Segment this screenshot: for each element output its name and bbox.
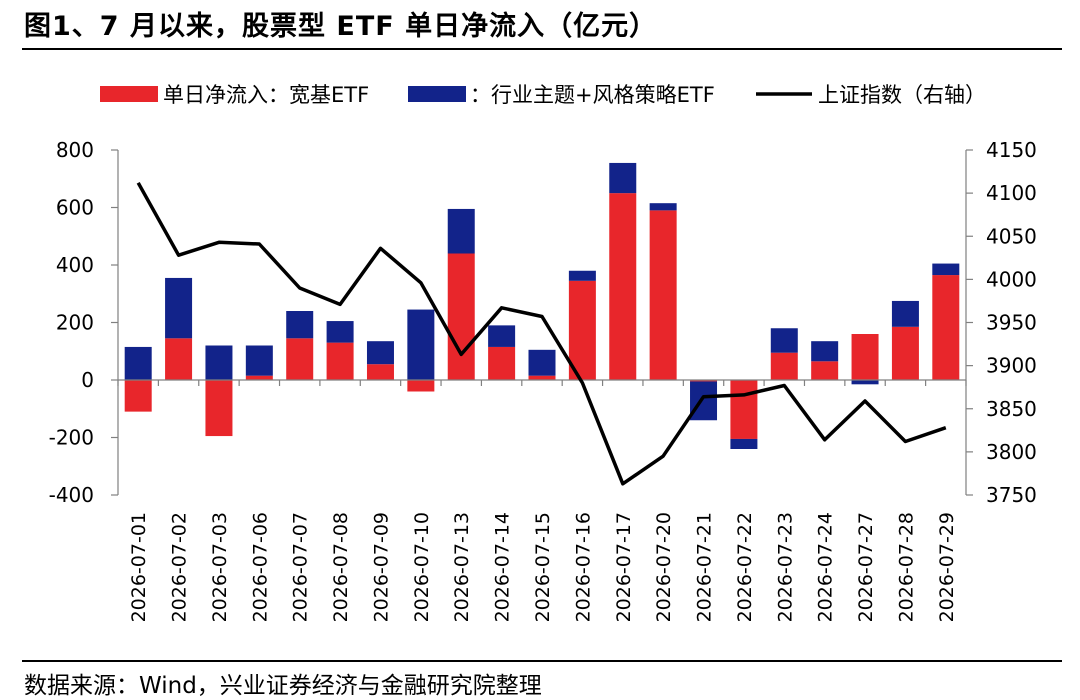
source-rule — [22, 660, 1062, 662]
bar-broad-etf — [932, 275, 960, 380]
bar-broad-etf — [649, 210, 677, 380]
bar-broad-etf — [447, 253, 475, 380]
bar-sector-style-etf — [286, 311, 314, 339]
bar-sector-style-etf — [366, 341, 394, 365]
x-tick-label: 2026-07-03 — [209, 512, 231, 622]
title-rule — [22, 48, 1062, 50]
bar-broad-etf — [488, 346, 516, 380]
bar-sector-style-etf — [528, 349, 556, 376]
bar-sector-style-etf — [811, 341, 839, 362]
left-tick-label: -200 — [49, 426, 94, 450]
index-line — [136, 181, 947, 486]
bar-sector-style-etf — [649, 203, 677, 211]
bar-broad-etf — [609, 193, 637, 380]
x-tick-label: 2026-07-28 — [895, 512, 917, 622]
bar-sector-style-etf — [690, 381, 718, 421]
legend-swatch-broad — [100, 86, 158, 102]
etf-flow-chart: 单日净流入：宽基ETF ：行业主题+风格策略ETF 上证指数（右轴） -400 -20… — [49, 83, 1037, 622]
x-tick-label: 2026-07-08 — [330, 512, 352, 622]
x-tick-label: 2026-07-21 — [694, 512, 716, 622]
bar-broad-etf — [286, 338, 314, 380]
right-tick-label: 4150 — [986, 138, 1037, 162]
x-tick-label: 2026-07-10 — [411, 512, 433, 622]
bar-broad-etf — [568, 280, 596, 380]
left-tick-label: 0 — [81, 368, 94, 392]
zero-axis — [117, 379, 967, 386]
bar-broad-etf — [245, 375, 273, 380]
right-tick-label: 3950 — [986, 311, 1037, 335]
bar-sector-style-etf — [407, 309, 435, 380]
bar-sector-style-etf — [124, 346, 152, 380]
bar-sector-style-etf — [205, 345, 233, 380]
figure-title: 图1、7 月以来，股票型 ETF 单日净流入（亿元） — [24, 11, 658, 42]
x-tick-label: 2026-07-02 — [169, 512, 191, 622]
x-tick-label: 2026-07-23 — [774, 512, 796, 622]
left-tick-label: 600 — [56, 196, 94, 220]
figure-source: 数据来源：Wind，兴业证券经济与金融研究院整理 — [24, 673, 542, 699]
bar-broad-etf — [690, 380, 718, 382]
bar-sector-style-etf — [447, 208, 475, 254]
bar-broad-etf — [851, 334, 879, 380]
bar-sector-style-etf — [770, 328, 798, 353]
bar-sector-style-etf — [326, 321, 354, 343]
x-tick-label: 2026-07-01 — [128, 512, 150, 622]
bar-broad-etf — [366, 364, 394, 380]
x-tick-label: 2026-07-29 — [936, 512, 958, 622]
x-axis-labels: 2026-07-01 2026-07-02 2026-07-03 2026-07-06… — [128, 512, 958, 622]
bar-sector-style-etf — [488, 325, 516, 347]
x-tick-label: 2026-07-15 — [532, 512, 554, 622]
x-tick-label: 2026-07-24 — [815, 512, 837, 622]
right-tick-label: 4100 — [986, 181, 1037, 205]
x-tick-label: 2026-07-22 — [734, 512, 756, 622]
x-tick-label: 2026-07-13 — [451, 512, 473, 622]
right-tick-label: 4050 — [986, 224, 1037, 248]
bar-broad-etf — [205, 380, 233, 437]
right-tick-label: 3800 — [986, 440, 1037, 464]
x-tick-label: 2026-07-09 — [370, 512, 392, 622]
legend-label-broad: 单日净流入：宽基ETF — [163, 83, 369, 107]
bar-sector-style-etf — [609, 162, 637, 194]
bar-sector-style-etf — [851, 380, 879, 385]
left-tick-label: 800 — [56, 138, 94, 162]
bar-broad-etf — [891, 326, 919, 380]
bar-sector-style-etf — [568, 270, 596, 281]
x-tick-label: 2026-07-16 — [572, 512, 594, 622]
bar-broad-etf — [407, 380, 435, 392]
legend-swatch-sector — [408, 86, 466, 102]
bar-broad-etf — [124, 380, 152, 412]
right-tick-label: 3900 — [986, 354, 1037, 378]
right-tick-label: 3750 — [986, 483, 1037, 507]
index-line-group — [136, 181, 947, 486]
legend: 单日净流入：宽基ETF ：行业主题+风格策略ETF 上证指数（右轴） — [100, 83, 986, 107]
bar-broad-etf — [528, 375, 556, 380]
bar-broad-etf — [165, 338, 193, 380]
x-tick-label: 2026-07-07 — [290, 512, 312, 622]
x-tick-label: 2026-07-06 — [249, 512, 271, 622]
x-tick-label: 2026-07-17 — [613, 512, 635, 622]
bar-sector-style-etf — [245, 345, 273, 376]
bar-sector-style-etf — [165, 277, 193, 339]
left-tick-label: 200 — [56, 311, 94, 335]
bar-broad-etf — [326, 342, 354, 380]
left-tick-label: 400 — [56, 253, 94, 277]
bars — [124, 162, 960, 449]
right-axis: 3750 3800 3850 3900 3950 4000 4050 4100 4150 — [965, 138, 1037, 507]
x-tick-label: 2026-07-20 — [653, 512, 675, 622]
legend-label-sector: ：行业主题+风格策略ETF — [470, 83, 715, 107]
left-tick-label: -400 — [49, 483, 94, 507]
right-tick-label: 3850 — [986, 397, 1037, 421]
bar-broad-etf — [730, 380, 758, 439]
bar-sector-style-etf — [730, 438, 758, 449]
bar-broad-etf — [811, 361, 839, 380]
bar-sector-style-etf — [891, 300, 919, 327]
bar-sector-style-etf — [932, 263, 960, 276]
left-axis: -400 -200 0 200 400 600 800 — [49, 138, 119, 507]
right-tick-label: 4000 — [986, 267, 1037, 291]
x-tick-label: 2026-07-14 — [492, 512, 514, 622]
bar-broad-etf — [770, 352, 798, 380]
x-tick-label: 2026-07-27 — [855, 512, 877, 622]
legend-label-index: 上证指数（右轴） — [818, 83, 986, 107]
